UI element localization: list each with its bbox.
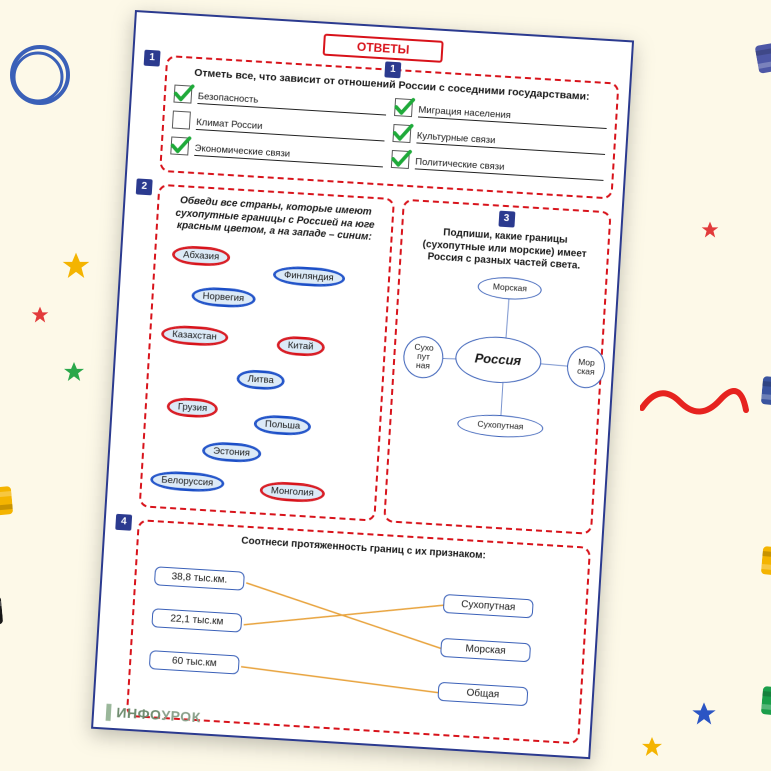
page-title: ОТВЕТЫ [323,34,444,63]
checkbox-icon [394,98,413,117]
q3-prompt: Подпиши, какие границы (сухопутные или м… [409,225,600,274]
scribble-wave [640,380,750,425]
q1-block: 1 Отметь все, что зависит от отношений Р… [159,55,619,200]
pencil-icon [760,368,771,427]
pencil-icon [760,678,771,737]
row-q2-q3: Обведи все страны, которые имеют сухопут… [138,180,612,543]
q1-col-left: БезопасностьКлимат РоссииЭкономические с… [170,85,387,176]
country-pill: Литва [236,369,285,391]
country-pill: Грузия [166,396,218,418]
q1-label: Культурные связи [416,131,605,156]
pencil-icon [0,478,14,537]
q1-label: Миграция населения [418,105,607,130]
country-pill: Польша [253,414,311,436]
star-icon [640,735,664,764]
star-icon [60,250,92,287]
country-pill: Монголия [259,480,325,503]
scribble-circle [7,42,73,113]
q2-prompt: Обведи все страны, которые имеют сухопут… [166,194,385,245]
q4-area: 38,8 тыс.км.22,1 тыс.км60 тыс.кмСухопутн… [136,548,579,734]
watermark-suffix: УРОК [161,707,201,725]
q1-item: Климат России [172,111,386,142]
star-icon [700,220,720,245]
checkbox-icon [173,85,192,104]
country-pill: Казахстан [161,324,229,347]
q1-number-outer: 1 [144,50,161,67]
country-pill: Финляндия [273,265,346,288]
compass-hub: Россия [454,334,543,385]
star-icon [690,700,718,733]
q1-col-right: Миграция населенияКультурные связиПолити… [390,98,607,189]
star-icon [30,305,50,330]
q1-label: Климат России [196,117,385,142]
q1-item: Культурные связи [392,124,606,155]
country-pill: Эстония [202,441,262,464]
star-icon [62,360,86,389]
compass-node: Морская [566,345,606,389]
q1-number-inner: 1 [384,61,401,78]
q1-label: Безопасность [197,91,386,116]
q2-block: Обведи все страны, которые имеют сухопут… [139,184,395,521]
pencil-icon [753,8,771,82]
worksheet-inner: ОТВЕТЫ 1 1 Отметь все, что зависит от от… [91,10,634,759]
compass-node: Сухопутная [402,335,444,379]
q1-item: Экономические связи [170,137,384,168]
checkbox-icon [392,124,411,143]
country-pill: Китай [276,335,325,357]
compass-node: Сухопутная [457,412,544,439]
q2-countries: Абхазия Финляндия Норвегия Казахстан Китай Ли… [149,238,382,511]
compass-node: Морская [477,275,542,301]
checkbox-icon [170,137,189,156]
pencil-icon [0,588,4,647]
checkbox-icon [172,111,191,130]
country-pill: Белоруссия [150,469,225,492]
q3-compass: РоссияМорскаяСухопутнаяСухопутнаяМорская [398,269,597,450]
q1-item: Политические связи [391,150,605,181]
country-pill: Абхазия [172,244,231,267]
checkbox-icon [391,150,410,169]
worksheet: ОТВЕТЫ 1 1 Отметь все, что зависит от от… [91,10,634,759]
q4-number: 4 [115,513,132,530]
country-pill: Норвегия [191,286,256,309]
q3-block: 3 Подпиши, какие границы (сухопутные или… [383,199,611,535]
q1-label: Экономические связи [194,143,383,168]
stage: ОТВЕТЫ 1 1 Отметь все, что зависит от от… [0,0,771,771]
pencil-icon [760,538,771,597]
watermark-prefix: ИНФО [116,704,162,723]
q3-number: 3 [498,211,515,228]
q1-label: Политические связи [415,157,604,182]
q2-number: 2 [136,179,153,196]
